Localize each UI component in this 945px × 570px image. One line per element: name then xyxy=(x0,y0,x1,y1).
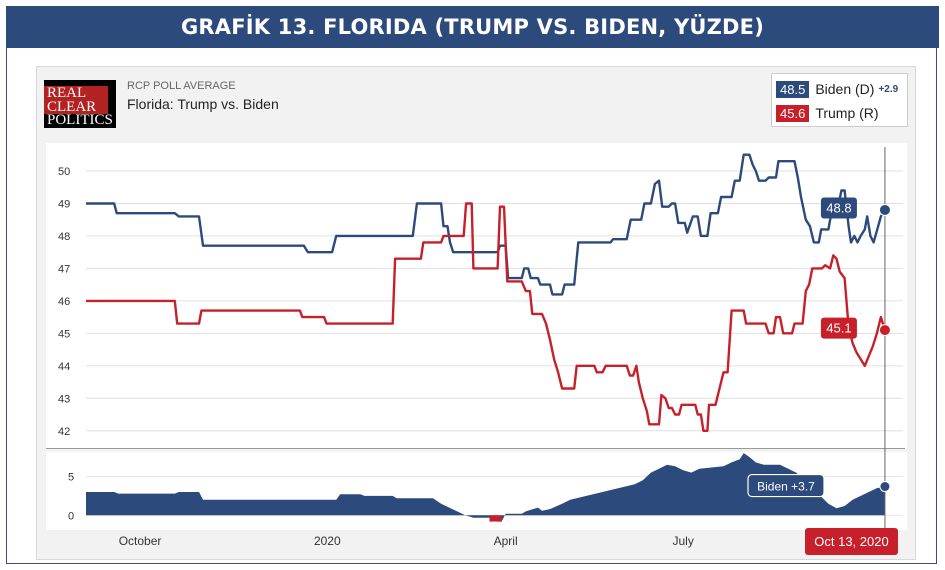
x-tick-label: 2020 xyxy=(314,534,341,548)
hover-marker-trump xyxy=(878,324,891,337)
figure-banner-title: GRAFİK 13. FLORIDA (TRUMP VS. BIDEN, YÜZ… xyxy=(180,15,765,39)
rcp-logo: REAL CLEAR POLITICS xyxy=(44,80,116,128)
hover-spread-box xyxy=(747,473,825,498)
x-tick-label: April xyxy=(494,534,518,548)
hover-date-label: Oct 13, 2020 xyxy=(814,534,888,549)
legend-spread-biden: +2.9 xyxy=(878,83,899,95)
hover-spread-label: Biden +3.7 xyxy=(757,480,815,494)
upper-y-tick-label: 42 xyxy=(58,426,70,438)
upper-plot-area xyxy=(46,143,907,449)
spread-area xyxy=(86,453,885,522)
upper-y-tick-label: 49 xyxy=(58,198,70,210)
hover-marker-spread xyxy=(879,481,891,493)
hover-marker-biden xyxy=(878,203,891,216)
legend-item-trump[interactable]: 45.6 Trump (R) xyxy=(776,103,879,123)
lower-y-tick-label: 5 xyxy=(68,471,74,483)
logo-line-1: REAL xyxy=(44,86,108,101)
hover-value-box-biden xyxy=(820,197,857,219)
upper-y-tick-label: 47 xyxy=(58,263,70,275)
logo-line-2: CLEAR xyxy=(44,100,108,115)
hover-value-box-trump xyxy=(820,317,857,339)
chart-subtitle: RCP POLL AVERAGE xyxy=(127,80,236,92)
legend-name-biden: Biden (D) xyxy=(815,81,875,97)
series-line-biden xyxy=(86,153,886,296)
hover-date-badge xyxy=(805,528,898,555)
chart-title: Florida: Trump vs. Biden xyxy=(127,96,279,112)
legend-value-trump: 45.6 xyxy=(776,104,810,122)
legend-value-biden: 48.5 xyxy=(776,80,810,98)
figure-frame xyxy=(6,48,937,564)
hover-value-trump: 45.1 xyxy=(826,321,851,336)
upper-y-tick-label: 45 xyxy=(58,328,70,340)
x-tick-label: July xyxy=(673,534,694,548)
series-line-trump xyxy=(86,202,887,432)
upper-y-tick-label: 50 xyxy=(58,166,70,178)
x-tick-label: October xyxy=(119,534,162,548)
spread-negative-area xyxy=(489,515,502,522)
figure-banner: GRAFİK 13. FLORIDA (TRUMP VS. BIDEN, YÜZ… xyxy=(6,6,939,48)
upper-y-tick-label: 44 xyxy=(58,361,70,373)
legend-item-biden[interactable]: 48.5 Biden (D) +2.9 xyxy=(776,79,898,99)
upper-y-tick-label: 48 xyxy=(58,231,70,243)
upper-y-tick-label: 43 xyxy=(58,393,70,405)
upper-y-tick-label: 46 xyxy=(58,296,70,308)
legend: 48.5 Biden (D) +2.9 45.6 Trump (R) xyxy=(771,73,908,127)
legend-name-trump: Trump (R) xyxy=(815,105,879,121)
hover-value-biden: 48.8 xyxy=(826,200,851,215)
logo-line-3: POLITICS xyxy=(47,112,113,128)
lower-y-tick-label: 0 xyxy=(68,510,74,522)
